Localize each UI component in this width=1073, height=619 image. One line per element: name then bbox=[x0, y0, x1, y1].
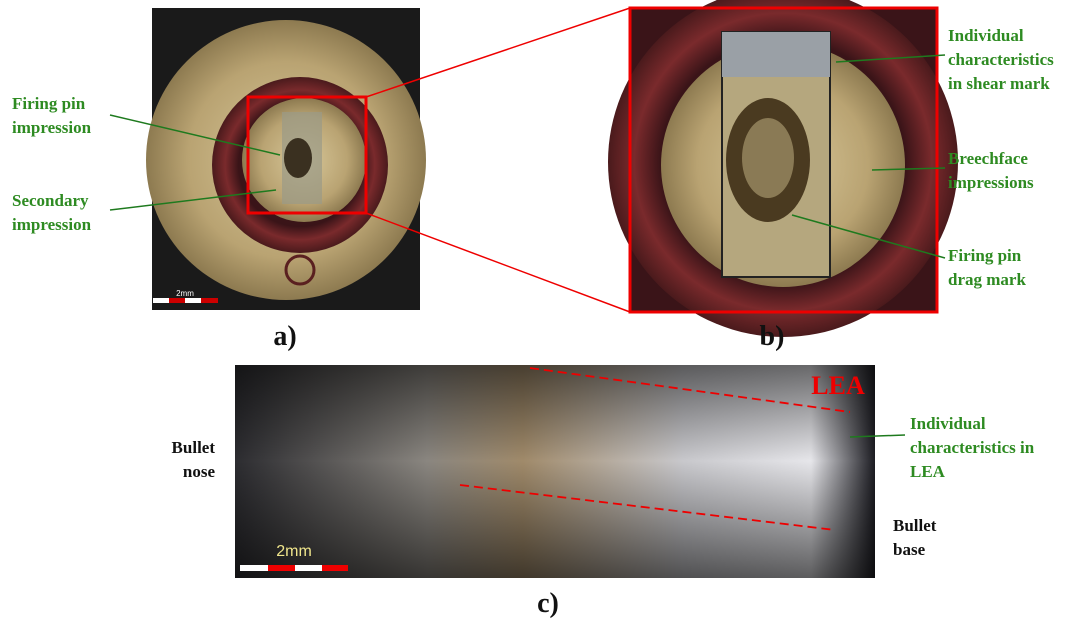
panel-label: a) bbox=[273, 321, 296, 352]
annotation-line: Bullet bbox=[172, 438, 216, 457]
annotation-line: base bbox=[893, 540, 926, 559]
figure: a) Firing pin impression Secondary impressio… bbox=[0, 0, 1073, 619]
annotation-line: Bullet bbox=[893, 516, 937, 535]
annotation-line: Secondary bbox=[12, 191, 89, 210]
panel-label: b) bbox=[760, 321, 785, 352]
annotation-line: characteristics in bbox=[910, 438, 1035, 457]
annotation-line: Breechface bbox=[948, 149, 1028, 168]
bullet-photo bbox=[235, 365, 875, 578]
annotation-line: impression bbox=[12, 215, 92, 234]
annotation-line: Firing pin bbox=[948, 246, 1022, 265]
panel-label: c) bbox=[537, 588, 559, 619]
annotation-line: impressions bbox=[948, 173, 1034, 192]
annotation-line: characteristics bbox=[948, 50, 1054, 69]
cartridge-photo-a bbox=[146, 8, 426, 310]
annotation-line: Individual bbox=[910, 414, 986, 433]
feature-label: LEA bbox=[811, 371, 865, 400]
annotation-line: nose bbox=[183, 462, 216, 481]
scale-bar-label: 2mm bbox=[276, 543, 312, 560]
scale-bar-label: 2mm bbox=[176, 289, 194, 298]
annotation-line: drag mark bbox=[948, 270, 1026, 289]
annotation-line: in shear mark bbox=[948, 74, 1050, 93]
annotation-line: impression bbox=[12, 118, 92, 137]
annotation-line: Firing pin bbox=[12, 94, 86, 113]
annotation-line: Individual bbox=[948, 26, 1024, 45]
annotation-line: LEA bbox=[910, 462, 946, 481]
